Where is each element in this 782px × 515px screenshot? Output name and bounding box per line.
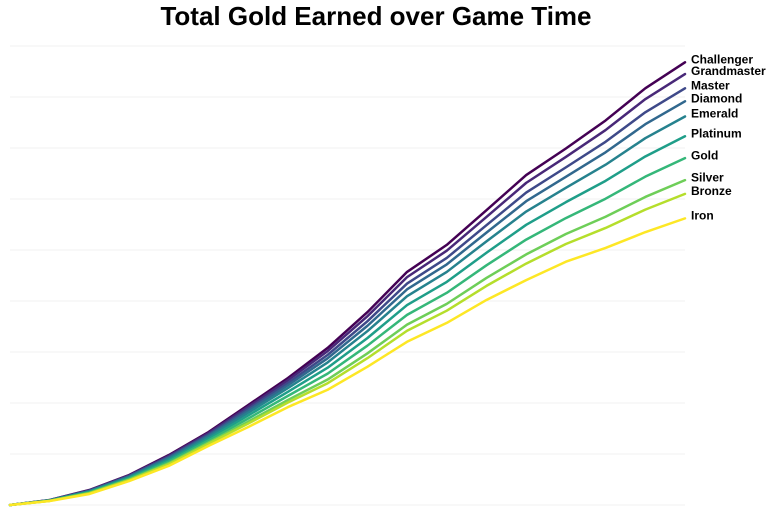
series-line [8,72,687,507]
series-label: Diamond [691,91,742,105]
series-line [8,61,687,507]
series-line [8,87,687,507]
series-label: Bronze [691,184,732,198]
series-line [8,115,687,507]
series-label: Grandmaster [691,64,766,78]
series-label: Master [691,79,730,93]
series-line [8,100,687,507]
series-label: Emerald [691,107,738,121]
series-line [8,192,687,507]
series-label: Gold [691,148,718,162]
series-label: Iron [691,209,714,223]
series-line [8,135,687,507]
series-line [8,217,687,507]
series-label: Platinum [691,126,742,140]
series-label: Silver [691,170,724,184]
chart-title: Total Gold Earned over Game Time [160,1,591,31]
series-label: Challenger [691,52,753,66]
